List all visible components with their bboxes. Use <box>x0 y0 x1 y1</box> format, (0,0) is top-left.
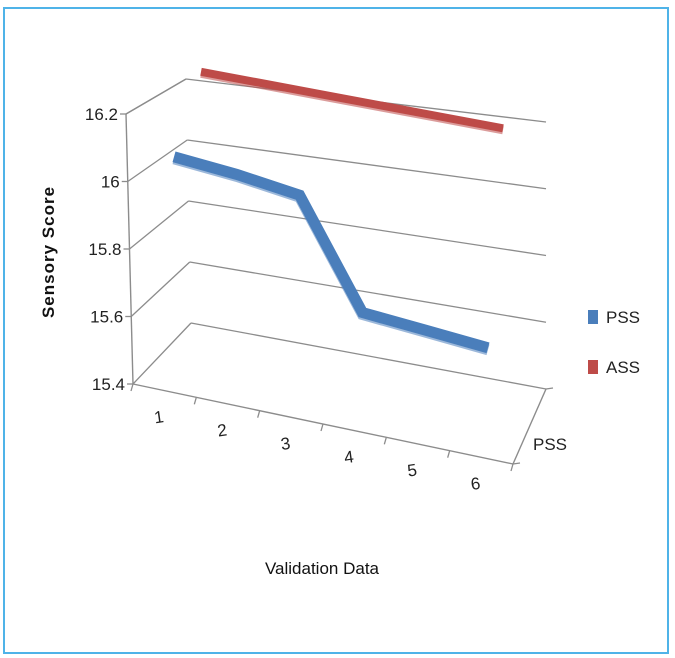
y-tick-label: 15.6 <box>90 308 123 327</box>
gridline-back <box>189 261 547 323</box>
gridline-side <box>130 261 191 317</box>
legend-label: ASS <box>606 358 640 377</box>
x-tick-mark <box>447 450 451 458</box>
gridline-side <box>125 78 187 115</box>
y-tick-label: 15.8 <box>88 240 121 259</box>
x-tick-label: 1 <box>153 407 165 427</box>
gridline-back <box>190 322 547 390</box>
legend-label: PSS <box>606 308 640 327</box>
series-lines <box>172 67 504 356</box>
x-tick-mark <box>383 437 387 445</box>
x-tick-label: 2 <box>216 420 228 440</box>
gridline-side <box>127 139 188 183</box>
depth-axis-line <box>512 388 547 465</box>
depth-tick-mark <box>512 462 521 465</box>
y-tick-labels: 15.4 15.6 15.8 16 16.2 <box>85 105 125 394</box>
depth-axis-label: PSS <box>533 435 567 454</box>
gridline-side <box>132 322 192 385</box>
legend-swatch <box>588 360 598 374</box>
x-tick-labels: 1 2 3 4 5 6 <box>130 383 554 494</box>
legend-swatch <box>588 310 598 324</box>
x-tick-mark <box>130 383 134 392</box>
y-tick-label: 16 <box>101 173 120 192</box>
depth-tick-mark <box>545 387 554 390</box>
x-tick-mark <box>320 423 324 432</box>
x-tick-label: 4 <box>343 447 355 467</box>
y-tick-label: 16.2 <box>85 105 118 124</box>
y-tick-label: 15.4 <box>92 375 125 394</box>
gridline-back <box>188 200 547 257</box>
x-tick-label: 5 <box>406 460 418 480</box>
x-tick-label: 3 <box>280 434 292 454</box>
x-tick-mark <box>257 410 261 418</box>
x-tick-mark <box>510 463 514 472</box>
x-tick-label: 6 <box>470 474 482 494</box>
gridline-back <box>187 139 547 190</box>
y-axis-title: Sensory Score <box>39 186 58 318</box>
x-axis-title: Validation Data <box>265 559 380 578</box>
series-line-pss <box>172 151 490 354</box>
legend: PSS ASS <box>588 308 640 377</box>
x-tick-mark <box>193 397 197 405</box>
series-line-ass <box>200 67 504 133</box>
gridline-side <box>129 200 189 250</box>
